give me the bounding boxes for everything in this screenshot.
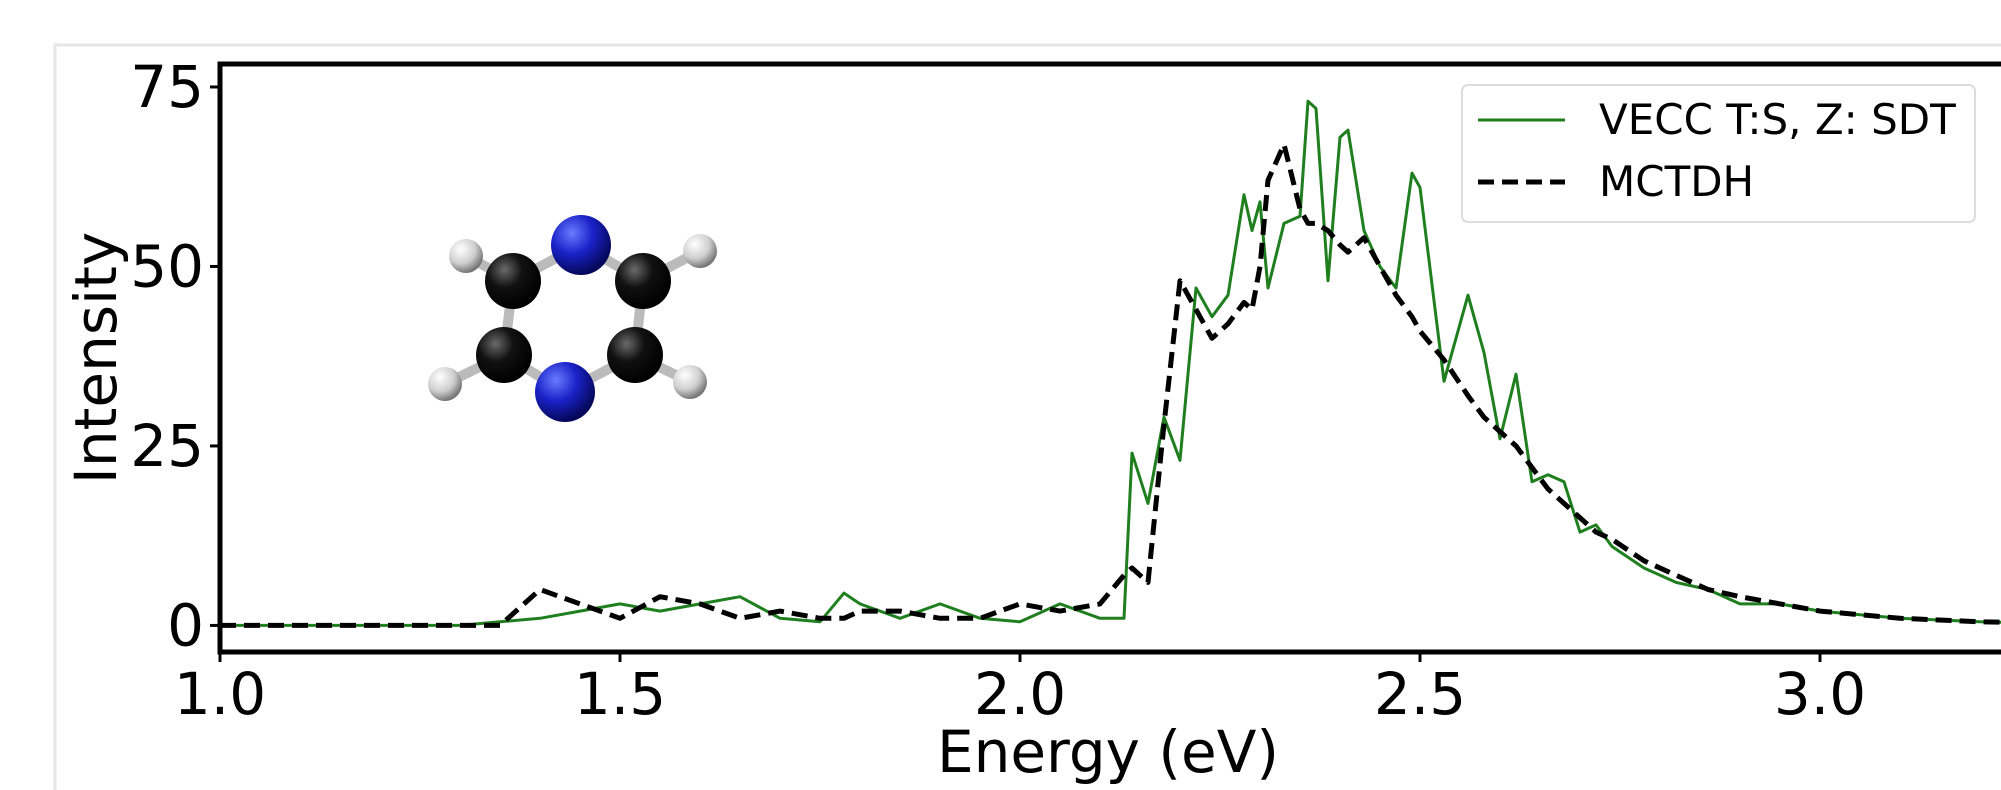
page: {"chart_data": {"type": "line", "x_label… xyxy=(0,0,2001,790)
x-tick-label: 2.5 xyxy=(1374,660,1466,728)
legend-label: VECC T:S, Z: SDT xyxy=(1599,95,1956,144)
x-tick-label: 1.0 xyxy=(174,660,266,728)
legend: VECC T:S, Z: SDT MCTDH xyxy=(1462,85,1975,222)
y-tick-label: 0 xyxy=(167,591,204,659)
y-axis-label: Intensity xyxy=(62,232,130,484)
y-tick-label: 25 xyxy=(130,412,204,480)
x-tick-label: 2.0 xyxy=(974,660,1066,728)
y-tick-label: 75 xyxy=(130,53,204,121)
x-tick-label: 3.0 xyxy=(1774,660,1866,728)
chart: Energy (eV) Intensity 0 25 50 75 1.0 1.5 2.0 2.… xyxy=(0,0,2001,790)
x-axis-label: Energy (eV) xyxy=(937,718,1279,786)
x-tick-label: 1.5 xyxy=(574,660,666,728)
y-tick-label: 50 xyxy=(130,232,204,300)
legend-label: MCTDH xyxy=(1599,157,1754,206)
